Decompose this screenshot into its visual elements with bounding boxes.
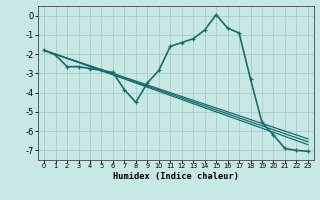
X-axis label: Humidex (Indice chaleur): Humidex (Indice chaleur) [113, 172, 239, 181]
